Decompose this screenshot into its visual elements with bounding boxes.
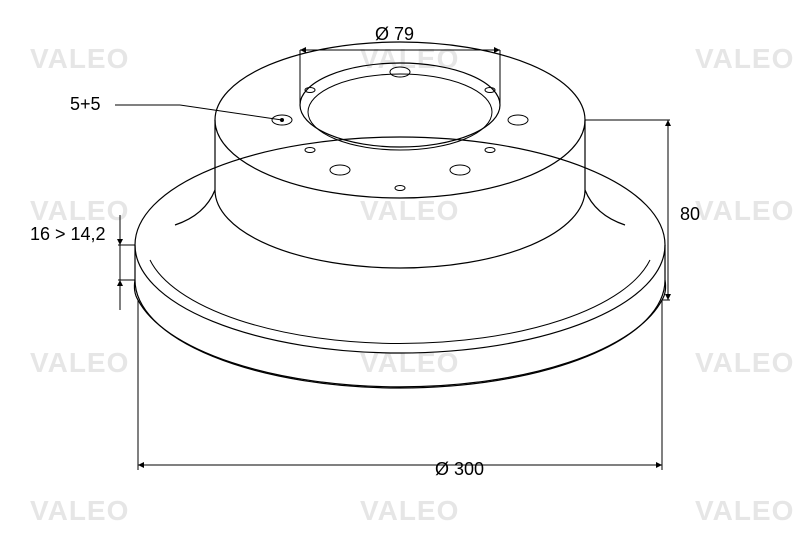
dim-bolt-holes: 5+5 (70, 94, 284, 122)
watermark-text: VALEO (695, 495, 794, 526)
dim-height: 80 (585, 120, 700, 300)
dim-height-label: 80 (680, 204, 700, 224)
dim-outer-label: Ø 300 (435, 459, 484, 479)
watermark-text: VALEO (30, 43, 129, 74)
watermark-text: VALEO (360, 195, 459, 226)
watermark-text: VALEO (695, 347, 794, 378)
watermark-text: VALEO (360, 43, 459, 74)
technical-drawing: VALEO VALEO VALEO VALEO VALEO VALEO VALEO VALEO… (0, 0, 800, 533)
dim-bore-label: Ø 79 (375, 24, 414, 44)
watermark-text: VALEO (360, 495, 459, 526)
watermark-text: VALEO (30, 495, 129, 526)
dim-thickness: 16 > 14,2 (30, 215, 135, 310)
watermark-text: VALEO (30, 195, 129, 226)
dim-thickness-label: 16 > 14,2 (30, 224, 106, 244)
watermark-layer: VALEO VALEO VALEO VALEO VALEO VALEO VALEO VALEO… (30, 43, 794, 526)
dim-bolt-label: 5+5 (70, 94, 101, 114)
watermark-text: VALEO (695, 43, 794, 74)
watermark-text: VALEO (695, 195, 794, 226)
dim-outer-diameter: Ø 300 (138, 300, 662, 479)
watermark-text: VALEO (30, 347, 129, 378)
